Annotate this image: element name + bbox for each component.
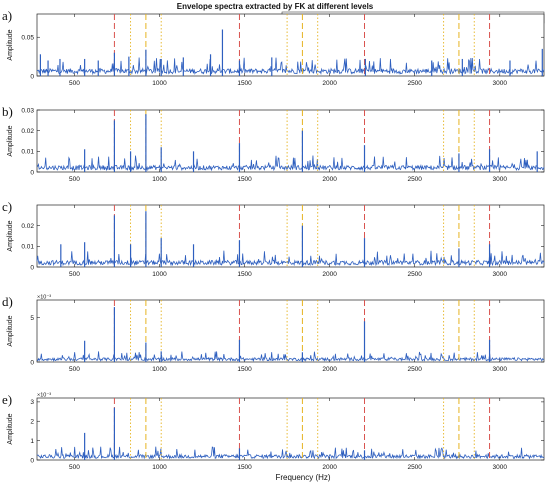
x-tick-label: 2000 xyxy=(322,176,337,183)
x-tick-label: 2000 xyxy=(322,80,337,87)
panel-c: c) Amplitude 0 0.01 0.02 500 1000 1500 2000 2500 3… xyxy=(2,199,545,278)
x-tick-label: 2000 xyxy=(322,366,337,373)
y-exponent: ×10⁻³ xyxy=(37,393,51,399)
y-tick-label: 0.02 xyxy=(21,128,34,135)
y-tick-label: 0.05 xyxy=(21,35,34,42)
x-tick-label: 1000 xyxy=(152,176,167,183)
x-tick-label: 3000 xyxy=(493,176,508,183)
x-tick-label: 1500 xyxy=(237,176,252,183)
y-tick-label: 0.01 xyxy=(21,244,34,251)
panel-label: e) xyxy=(2,392,12,407)
x-tick-label: 1500 xyxy=(237,80,252,87)
y-tick-label: 5 xyxy=(30,315,34,322)
x-tick-label: 2500 xyxy=(407,464,422,471)
x-tick-label: 3000 xyxy=(493,464,508,471)
x-tick-label: 500 xyxy=(69,176,80,183)
y-tick-label: 1 xyxy=(30,438,34,445)
x-tick-label: 1000 xyxy=(152,271,167,278)
plot-frame xyxy=(36,204,545,268)
panel-label: b) xyxy=(2,104,13,119)
panel-e: e) Amplitude ×10⁻³ 0 1 2 3 500 1000 1500 2000 2500 3… xyxy=(2,392,545,471)
y-exponent: ×10⁻³ xyxy=(37,295,51,301)
x-tick-label: 2500 xyxy=(407,271,422,278)
x-tick-label: 1500 xyxy=(237,271,252,278)
x-tick-label: 1000 xyxy=(152,80,167,87)
plot-frame xyxy=(36,397,545,461)
x-tick-label: 2500 xyxy=(407,176,422,183)
figure-title: Envelope spectra extracted by FK at diff… xyxy=(177,2,374,11)
y-tick-label: 0 xyxy=(30,359,34,366)
x-tick-label: 2000 xyxy=(322,464,337,471)
x-tick-label: 3000 xyxy=(493,271,508,278)
x-tick-label: 500 xyxy=(69,464,80,471)
plot-frame xyxy=(36,299,545,363)
panel-label: a) xyxy=(2,8,12,23)
y-tick-label: 0 xyxy=(30,169,34,176)
panel-label: c) xyxy=(2,199,12,214)
x-tick-label: 1000 xyxy=(152,464,167,471)
x-axis-label: Frequency (Hz) xyxy=(275,473,330,482)
y-tick-label: 0.02 xyxy=(21,223,34,230)
x-tick-label: 500 xyxy=(69,271,80,278)
y-tick-label: 0 xyxy=(30,73,34,80)
y-axis-label: Amplitude xyxy=(7,125,14,156)
x-tick-label: 3000 xyxy=(493,366,508,373)
y-tick-label: 3 xyxy=(30,399,34,406)
x-tick-label: 3000 xyxy=(493,80,508,87)
y-tick-label: 0.01 xyxy=(21,149,34,156)
x-tick-label: 2000 xyxy=(322,271,337,278)
spectrum-line xyxy=(36,57,545,76)
x-tick-label: 500 xyxy=(69,366,80,373)
x-tick-label: 1000 xyxy=(152,366,167,373)
y-axis-label: Amplitude xyxy=(7,29,14,60)
plot-frame xyxy=(36,109,545,173)
panel-label: d) xyxy=(2,294,13,309)
spectrum-line xyxy=(36,446,545,460)
y-axis-label: Amplitude xyxy=(7,315,14,346)
y-axis-label: Amplitude xyxy=(7,413,14,444)
x-tick-label: 1500 xyxy=(237,464,252,471)
y-tick-label: 2 xyxy=(30,419,34,426)
panel-a: a) Amplitude 0 0.05 500 1000 1500 2000 2500 3000 xyxy=(2,8,545,87)
panel-b: b) Amplitude 0 0.01 0.02 0.03 500 1000 1500 2000 2… xyxy=(2,104,545,183)
panel-d: d) Amplitude ×10⁻³ 0 5 500 1000 1500 2000 2500 300… xyxy=(2,294,545,373)
y-tick-label: 0 xyxy=(30,264,34,271)
x-tick-label: 500 xyxy=(69,80,80,87)
y-tick-label: 0 xyxy=(30,457,34,464)
spectrum-line xyxy=(36,351,545,363)
x-tick-label: 2500 xyxy=(407,366,422,373)
y-tick-label: 0.03 xyxy=(21,107,34,114)
x-tick-label: 1500 xyxy=(237,366,252,373)
y-axis-label: Amplitude xyxy=(7,220,14,251)
x-tick-label: 2500 xyxy=(407,80,422,87)
